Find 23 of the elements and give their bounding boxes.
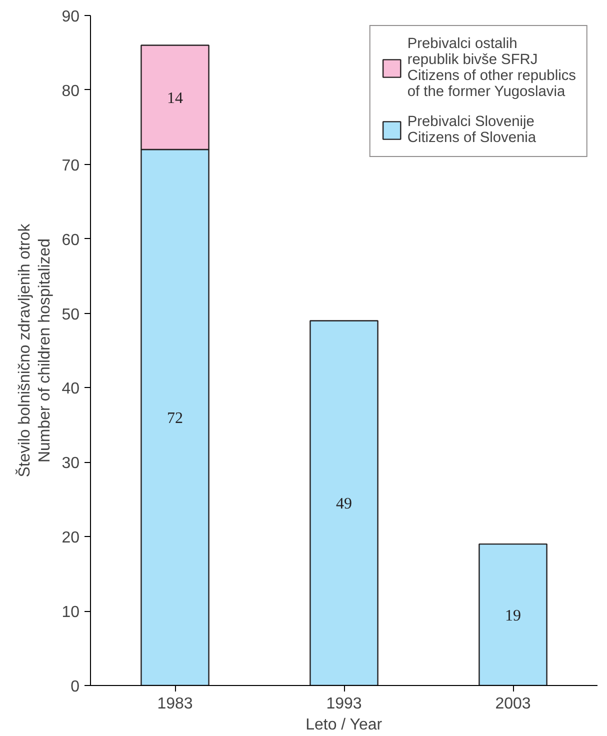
legend-label: Prebivalci Slovenije Citizens of Slovenia bbox=[407, 114, 536, 146]
y-tick-label: 20 bbox=[62, 530, 80, 547]
data-label: 49 bbox=[336, 496, 352, 513]
bar bbox=[478, 543, 548, 686]
y-tick-label: 40 bbox=[62, 380, 80, 398]
x-tick-label: 1983 bbox=[157, 696, 193, 712]
x-tick-label: 1993 bbox=[326, 696, 362, 712]
data-label: 72 bbox=[167, 410, 183, 427]
bar bbox=[310, 320, 378, 686]
x-tick-label: 2003 bbox=[495, 696, 531, 712]
legend-label: Prebivalci ostalih republik bivše SFRJ Citizens of other republics of the former Yugoslavia bbox=[407, 36, 576, 100]
y-tick-label: 50 bbox=[62, 306, 80, 324]
x-axis-title: Leto / Year bbox=[306, 716, 383, 734]
y-tick-label: 70 bbox=[62, 157, 80, 174]
y-tick-label: 90 bbox=[62, 8, 80, 26]
y-axis-title: Število bolnišnično zdravljenih otrok Number of children hospitalized bbox=[15, 222, 54, 478]
y-tick-label: 80 bbox=[62, 82, 80, 100]
y-tick-label: 0 bbox=[70, 678, 80, 696]
data-label: 19 bbox=[505, 607, 521, 624]
y-tick-label: 30 bbox=[62, 455, 80, 472]
data-label: 14 bbox=[167, 90, 183, 107]
y-tick-label: 60 bbox=[62, 232, 80, 249]
y-tick-label: 10 bbox=[62, 604, 80, 622]
